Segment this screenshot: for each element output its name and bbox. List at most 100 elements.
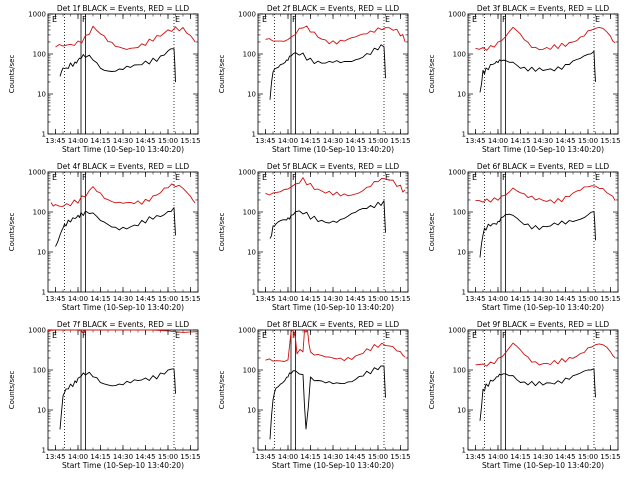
- x-tick-label: 15:15: [180, 137, 200, 145]
- x-tick-label: 14:15: [510, 137, 530, 145]
- x-axis-label: Start Time (10-Sep-10 13:40:20): [62, 461, 184, 470]
- lld-series-line: [50, 183, 196, 207]
- y-tick-label: 1: [42, 447, 46, 455]
- x-tick-label: 14:15: [90, 137, 110, 145]
- y-axis-label: Counts/sec: [218, 371, 226, 410]
- x-tick-label: 14:15: [300, 295, 320, 303]
- region-marker-label: E: [52, 173, 57, 182]
- y-tick-label: 1000: [238, 169, 256, 177]
- y-tick-label: 1: [252, 447, 256, 455]
- chart-panel-9: Det 9f BLACK = Events, RED = LLD 1 10 100 10…: [428, 320, 621, 470]
- x-tick-label: 14:15: [300, 453, 320, 461]
- lld-series-line: [265, 177, 406, 197]
- x-tick-label: 14:00: [68, 453, 88, 461]
- lld-series-line: [475, 185, 616, 204]
- x-tick-label: 14:45: [345, 295, 365, 303]
- x-tick-label: 14:15: [90, 453, 110, 461]
- x-tick-label: 13:45: [255, 453, 275, 461]
- events-series-line: [55, 207, 176, 247]
- y-tick-label: 1000: [238, 327, 256, 335]
- chart-panel-4: Det 4f BLACK = Events, RED = LLD 1 10 100 10…: [8, 162, 201, 312]
- y-tick-label: 1000: [28, 169, 46, 177]
- y-tick-label: 10: [37, 249, 46, 257]
- events-series-line: [269, 365, 386, 440]
- x-tick-label: 14:30: [323, 137, 343, 145]
- y-tick-label: 10: [457, 249, 466, 257]
- x-tick-label: 13:45: [255, 137, 275, 145]
- y-tick-label: 100: [33, 367, 46, 375]
- y-tick-label: 1: [462, 447, 466, 455]
- y-tick-label: 1: [42, 289, 46, 297]
- region-marker-label: F: [82, 173, 87, 182]
- chart-panel-8: Det 8f BLACK = Events, RED = LLD 1 10 100 10…: [218, 320, 411, 470]
- region-marker-label: E: [385, 173, 390, 182]
- x-tick-label: 15:00: [578, 295, 598, 303]
- x-tick-label: 14:30: [533, 295, 553, 303]
- y-tick-label: 1000: [448, 327, 466, 335]
- x-tick-label: 15:15: [180, 295, 200, 303]
- x-tick-label: 13:45: [45, 137, 65, 145]
- events-series-line: [479, 368, 596, 421]
- x-tick-label: 13:45: [465, 137, 485, 145]
- region-marker-label: E: [385, 15, 390, 24]
- y-tick-label: 1000: [448, 169, 466, 177]
- x-tick-label: 15:00: [368, 295, 388, 303]
- x-tick-label: 15:00: [578, 137, 598, 145]
- y-axis-label: Counts/sec: [428, 371, 436, 410]
- region-marker-label: E: [472, 15, 477, 24]
- y-tick-label: 1: [462, 289, 466, 297]
- lld-series-line: [475, 26, 616, 51]
- chart-panel-1: Det 1f BLACK = Events, RED = LLD 1 10 100 10…: [8, 4, 201, 154]
- region-marker-label: E: [175, 331, 180, 340]
- region-marker-label: E: [262, 173, 267, 182]
- region-marker-label: F: [292, 15, 297, 24]
- chart-title: Det 1f BLACK = Events, RED = LLD: [57, 4, 190, 13]
- events-series-line: [59, 48, 176, 83]
- y-axis-label: Counts/sec: [428, 213, 436, 252]
- y-tick-label: 10: [37, 91, 46, 99]
- y-tick-label: 100: [453, 209, 466, 217]
- x-tick-label: 14:45: [135, 137, 155, 145]
- region-marker-label: E: [175, 15, 180, 24]
- region-marker-label: E: [472, 173, 477, 182]
- y-tick-label: 100: [243, 367, 256, 375]
- x-tick-label: 14:00: [278, 137, 298, 145]
- x-tick-label: 13:45: [45, 295, 65, 303]
- x-tick-label: 14:45: [135, 453, 155, 461]
- y-tick-label: 10: [247, 91, 256, 99]
- events-series-line: [479, 50, 596, 93]
- x-tick-label: 13:45: [45, 453, 65, 461]
- x-tick-label: 14:00: [68, 137, 88, 145]
- chart-panel-6: Det 6f BLACK = Events, RED = LLD 1 10 100 10…: [428, 162, 621, 312]
- region-marker-label: E: [595, 173, 600, 182]
- x-axis-label: Start Time (10-Sep-10 13:40:20): [272, 461, 394, 470]
- y-tick-label: 10: [457, 91, 466, 99]
- region-marker-label: E: [595, 331, 600, 340]
- x-tick-label: 14:15: [90, 295, 110, 303]
- chart-title: Det 5f BLACK = Events, RED = LLD: [267, 162, 400, 171]
- x-tick-label: 15:00: [158, 137, 178, 145]
- x-axis-label: Start Time (10-Sep-10 13:40:20): [62, 303, 184, 312]
- x-tick-label: 14:30: [113, 295, 133, 303]
- y-tick-label: 1000: [238, 11, 256, 19]
- x-tick-label: 15:15: [390, 295, 410, 303]
- region-marker-label: F: [82, 331, 87, 340]
- y-tick-label: 1: [42, 131, 46, 139]
- y-tick-label: 10: [247, 249, 256, 257]
- y-tick-label: 1000: [28, 11, 46, 19]
- x-tick-label: 14:00: [278, 295, 298, 303]
- chart-panel-2: Det 2f BLACK = Events, RED = LLD 1 10 100 10…: [218, 4, 411, 154]
- region-marker-label: E: [472, 331, 477, 340]
- lld-series-line: [265, 329, 406, 362]
- region-marker-label: E: [262, 331, 267, 340]
- chart-title: Det 9f BLACK = Events, RED = LLD: [477, 320, 610, 329]
- chart-title: Det 2f BLACK = Events, RED = LLD: [267, 4, 400, 13]
- lld-series-line: [265, 25, 406, 45]
- x-tick-label: 13:45: [255, 295, 275, 303]
- y-tick-label: 1: [252, 131, 256, 139]
- x-tick-label: 15:00: [368, 137, 388, 145]
- y-axis-label: Counts/sec: [218, 55, 226, 94]
- y-axis-label: Counts/sec: [218, 213, 226, 252]
- x-tick-label: 14:15: [510, 453, 530, 461]
